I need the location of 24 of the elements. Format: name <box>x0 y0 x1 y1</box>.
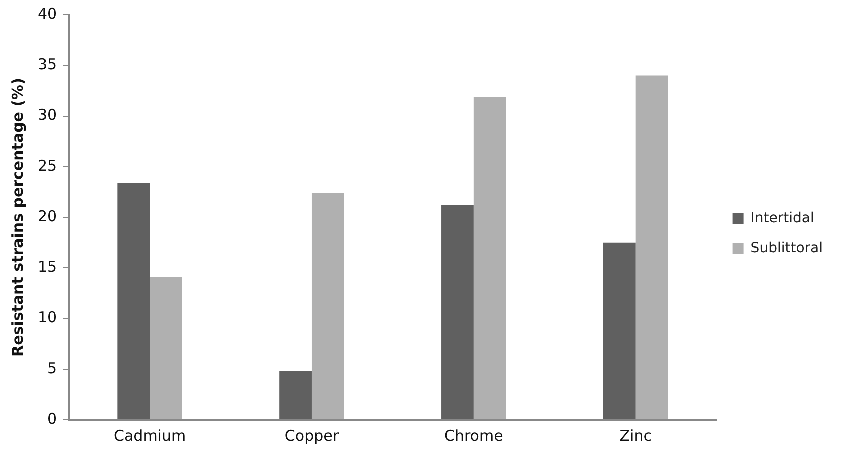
y-tick-label: 5 <box>48 359 58 378</box>
y-axis-title: Resistant strains percentage (%) <box>8 78 27 357</box>
bar <box>636 76 668 420</box>
bar <box>280 371 312 420</box>
x-tick-label: Cadmium <box>114 426 186 445</box>
y-tick-label: 30 <box>38 106 58 124</box>
legend-label: Intertidal <box>750 210 814 227</box>
bar <box>150 277 182 420</box>
bar <box>603 242 636 420</box>
y-tick-label: 15 <box>38 258 58 276</box>
bar <box>118 183 150 420</box>
bar <box>442 205 474 420</box>
y-tick-label: 10 <box>38 308 58 327</box>
legend-label: Sublittoral <box>750 240 824 257</box>
y-tick-label: 35 <box>38 56 58 74</box>
bar <box>312 193 344 420</box>
y-tick-label: 20 <box>38 207 58 226</box>
bar <box>474 97 506 420</box>
y-tick-label: 40 <box>38 4 58 23</box>
y-tick-label: 25 <box>38 156 58 175</box>
x-tick-label: Copper <box>284 426 340 445</box>
x-tick-label: Chrome <box>444 426 504 445</box>
x-tick-label: Zinc <box>620 426 652 445</box>
y-tick-label: 0 <box>48 410 58 428</box>
